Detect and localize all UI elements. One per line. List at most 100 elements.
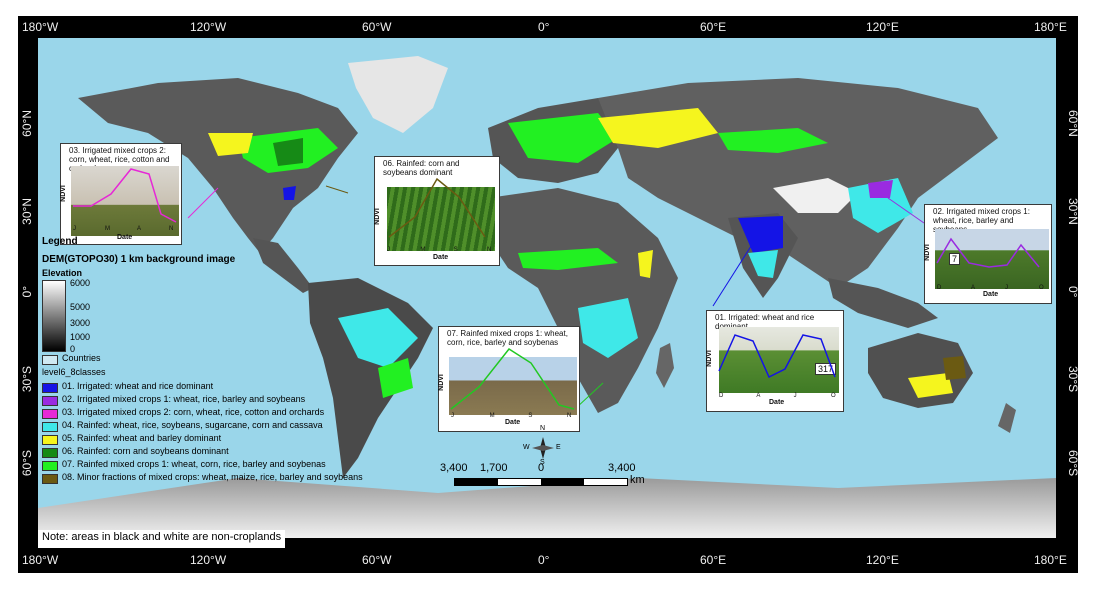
ndvi-chart (73, 168, 177, 223)
class-swatch (42, 435, 58, 445)
cropland-sahel-green (518, 248, 618, 270)
antarctica-landmass (38, 478, 1056, 538)
axis-bottom-tick: 60°E (700, 553, 727, 567)
ndvi-month-tick: J (1005, 285, 1008, 291)
ndvi-month-tick: N (487, 247, 492, 253)
axis-top-tick: 180°E (1034, 20, 1067, 34)
ndvi-month-tick: J (451, 413, 454, 419)
ndvi-x-label: Date (505, 419, 521, 426)
cropland-africa-yellow (638, 250, 653, 278)
ndvi-month-tick: O (1039, 285, 1044, 291)
scale-unit: km (630, 474, 645, 486)
ndvi-month-tick: N (169, 226, 174, 232)
class-swatch (42, 383, 58, 393)
elevation-ramp (42, 280, 66, 352)
tibet-plateau (773, 178, 858, 213)
madagascar-landmass (656, 343, 674, 388)
world-map-svg (38, 56, 1056, 538)
legend-background-title: DEM(GTOPO30) 1 km background image (42, 254, 236, 265)
inset-caption: 01. Irrigated: wheat and rice dominant (715, 313, 815, 331)
axis-left-tick: 60°N (20, 110, 34, 137)
cropland-asia-green (718, 128, 828, 153)
inset-irrigated-mixed-1: 02. Irrigated mixed crops 1: wheat, rice… (924, 204, 1052, 304)
compass-s: S (540, 459, 545, 466)
ndvi-curve (388, 177, 486, 238)
compass-icon (532, 437, 554, 459)
ndvi-month-tick: N (567, 413, 572, 419)
class-label: 08. Minor fractions of mixed crops: whea… (62, 472, 363, 482)
ndvi-y-label: NDVI (705, 350, 713, 367)
new-zealand-landmass (998, 403, 1016, 433)
inset-caption: 07. Rainfed mixed crops 1: wheat, corn, … (447, 329, 568, 347)
greenland-landmass (348, 56, 448, 133)
cropland-africa-cyan (578, 298, 638, 358)
class-swatch (42, 422, 58, 432)
class-label: 03. Irrigated mixed crops 2: corn, wheat… (62, 407, 325, 417)
ndvi-month-tick: S (453, 247, 458, 253)
ndvi-month-tick: D (719, 393, 724, 399)
scale-label: 0 (538, 462, 545, 474)
axis-left-tick: 30°S (20, 366, 34, 393)
ndvi-curve (450, 348, 575, 410)
connector-line (187, 187, 219, 219)
connector-line (325, 185, 349, 194)
ndvi-curve (73, 168, 177, 223)
class-swatch (42, 409, 58, 419)
class-swatch (42, 396, 58, 406)
axis-left-tick: 60°S (20, 450, 34, 477)
ndvi-month-tick: A (971, 285, 976, 291)
axis-bottom-tick: 180°W (22, 553, 59, 567)
axis-top-tick: 180°W (22, 20, 59, 34)
elevation-value: 6000 (70, 278, 91, 288)
axis-bottom-tick: 60°W (362, 553, 392, 567)
ndvi-month-tick: O (831, 393, 836, 399)
classes-title: level6_8classes (42, 367, 106, 377)
field-sign: 7 (949, 253, 961, 265)
ndvi-chart (936, 237, 1040, 268)
africa-landmass (488, 188, 678, 413)
elevation-value: 0 (70, 344, 76, 354)
cropland-sa-cyan (338, 308, 418, 368)
connector-line (712, 242, 754, 307)
ndvi-chart (450, 348, 575, 410)
axis-bottom-tick: 120°E (866, 553, 899, 567)
axis-right-tick: 0° (1066, 286, 1080, 298)
cropland-india-cyan (748, 250, 778, 278)
cropland-australia-yellow (908, 373, 953, 398)
ndvi-y-label: NDVI (373, 208, 381, 225)
scale-label: 3,400 (608, 462, 636, 474)
ndvi-month-tick: M (489, 413, 495, 419)
ndvi-y-label: NDVI (59, 185, 67, 202)
class-label: 07. Rainfed mixed crops 1: wheat, corn, … (62, 459, 326, 469)
ndvi-month-tick: J (793, 393, 797, 399)
ndvi-month-tick: A (137, 226, 142, 232)
axis-top-tick: 60°W (362, 20, 392, 34)
class-swatch (42, 448, 58, 458)
compass-w: W (523, 444, 530, 451)
axis-left-tick: 0° (20, 286, 34, 298)
class-label: 05. Rainfed: wheat and barley dominant (62, 433, 222, 443)
axis-right-tick: 60°S (1066, 450, 1080, 477)
axis-bottom-tick: 120°W (190, 553, 227, 567)
axis-left-tick: 30°N (20, 198, 34, 225)
scale-bar: 3,400 1,700 0 3,400 km (440, 462, 645, 498)
ndvi-month-tick: A (756, 393, 761, 399)
legend-title: Legend (42, 236, 78, 247)
countries-swatch (42, 355, 58, 365)
ndvi-x-label: Date (433, 254, 449, 261)
cropland-na-blue (283, 186, 296, 200)
inset-irrigated-mixed-2: 03. Irrigated mixed crops 2: corn, wheat… (60, 143, 182, 245)
north-america-landmass (78, 78, 358, 253)
legend-elevation-title: Elevation (42, 268, 83, 278)
ndvi-x-label: Date (117, 234, 133, 241)
class-label: 01. Irrigated: wheat and rice dominant (62, 381, 214, 391)
cropland-china-purple (868, 180, 893, 198)
ndvi-chart (718, 334, 836, 379)
ndvi-month-tick: S (528, 413, 533, 419)
central-america-landmass (253, 238, 313, 293)
ndvi-month-tick: D (937, 285, 942, 291)
ndvi-x-label: Date (769, 399, 785, 406)
countries-label: Countries (62, 353, 101, 363)
axis-right-tick: 30°N (1066, 198, 1080, 225)
ndvi-y-label: NDVI (923, 244, 931, 261)
